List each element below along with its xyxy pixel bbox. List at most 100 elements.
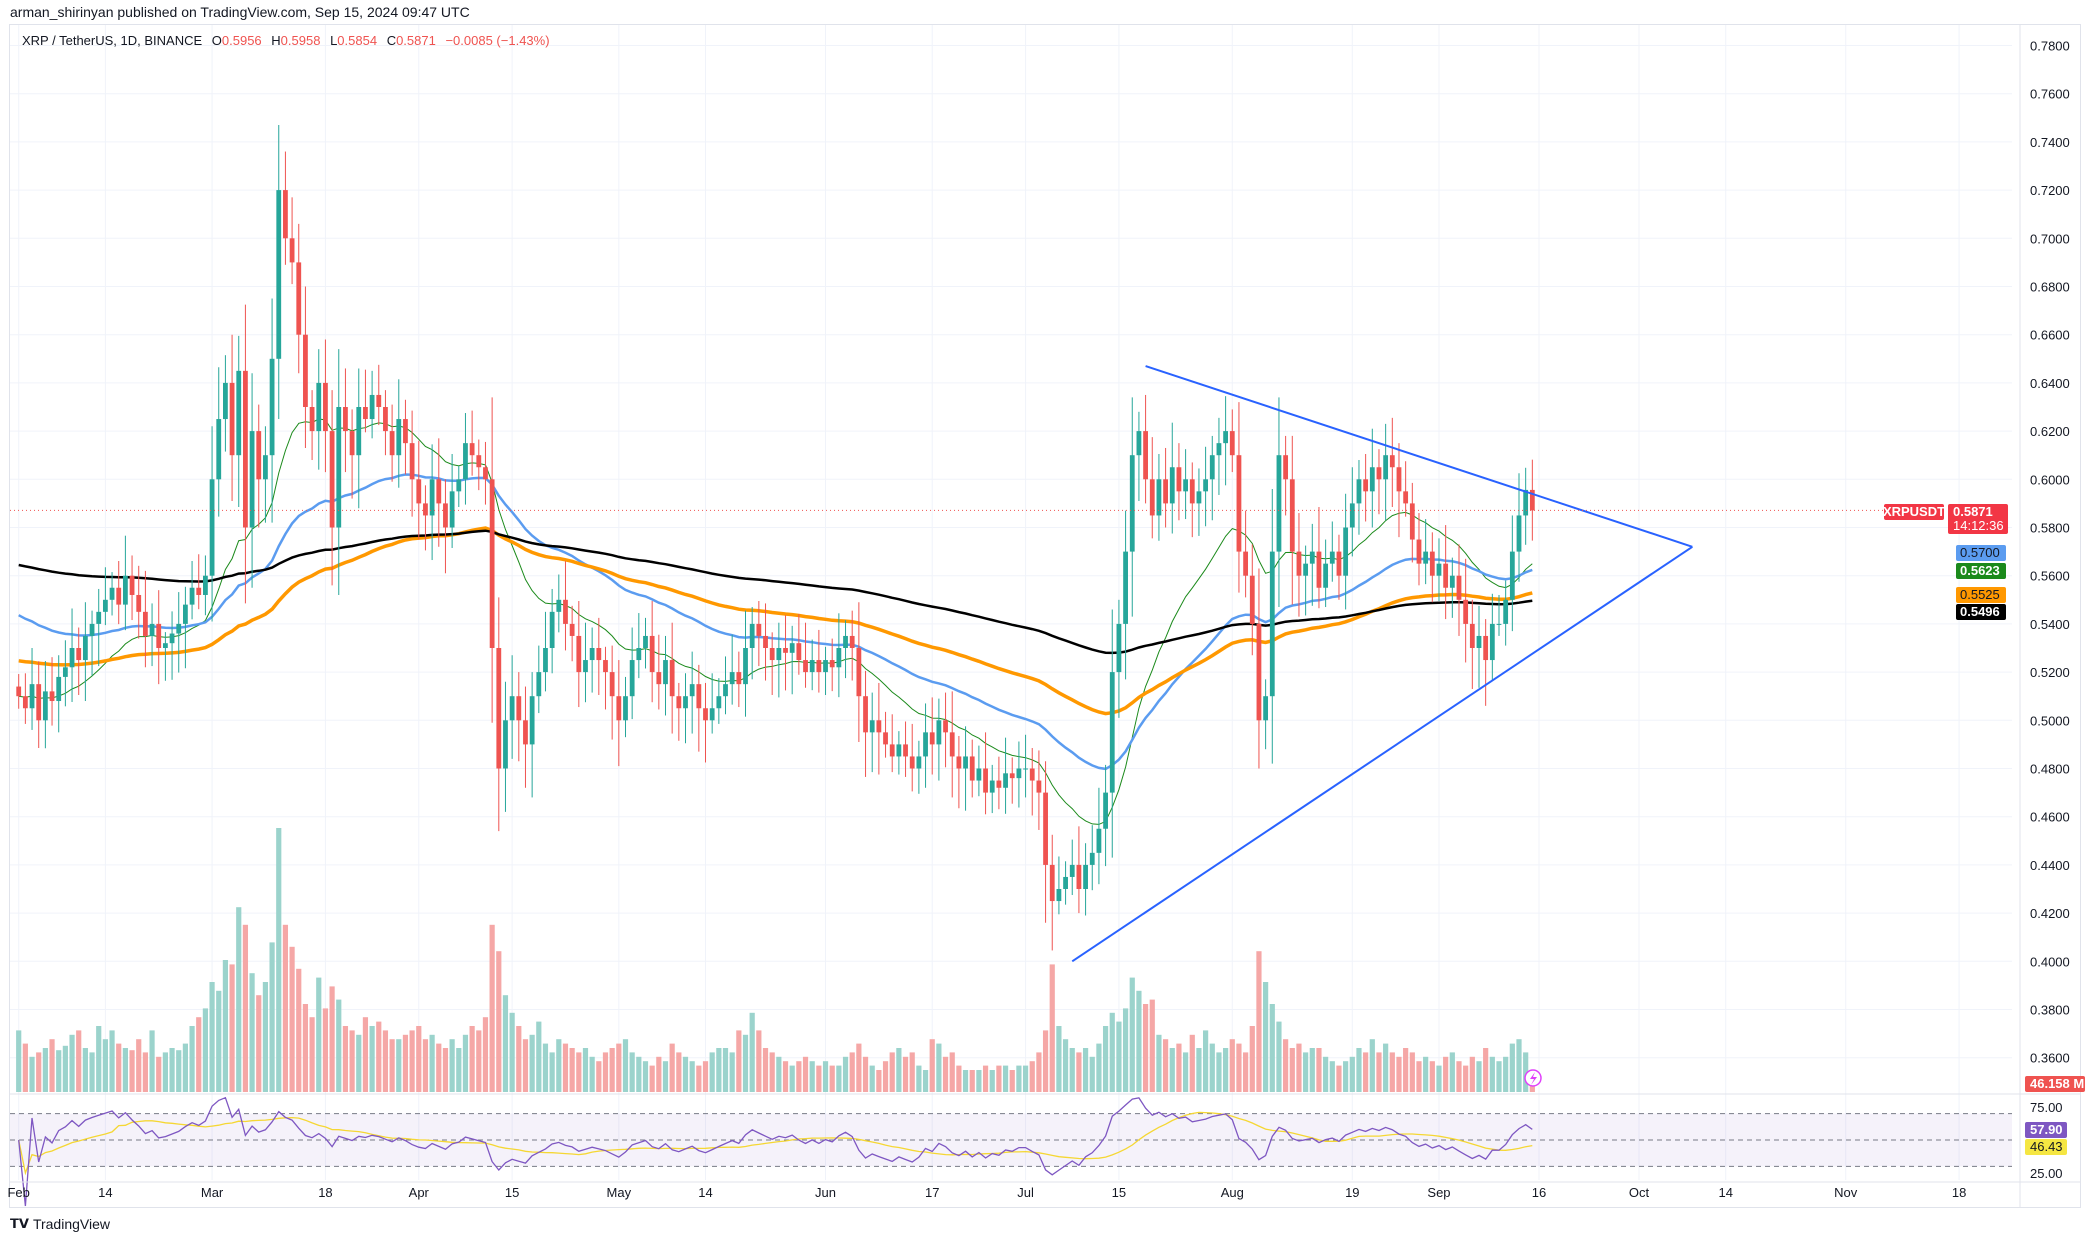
change-value: −0.0085 (−1.43%) (445, 33, 549, 48)
volume-bar (842, 1056, 849, 1092)
volume-bar (1189, 1034, 1195, 1092)
candle (523, 720, 528, 745)
candle (1109, 672, 1115, 793)
candle (796, 643, 802, 661)
price-tick-label: 0.6600 (2030, 328, 2070, 343)
volume-bar (136, 1039, 142, 1092)
candle (1376, 467, 1382, 480)
volume-bar (622, 1039, 629, 1092)
candle (1463, 599, 1469, 624)
candle (803, 660, 808, 673)
candle (1443, 563, 1449, 588)
candle (102, 599, 108, 612)
volume-bar (896, 1048, 902, 1092)
volume-bar (789, 1065, 795, 1092)
volume-bar (889, 1052, 895, 1092)
volume-bar (809, 1061, 815, 1092)
candle (663, 660, 668, 685)
candle (496, 648, 502, 769)
volume-bar (1303, 1052, 1309, 1092)
volume-bar (1269, 1004, 1275, 1092)
candle (856, 648, 862, 697)
lightning-icon[interactable] (1524, 1069, 1542, 1087)
candle (823, 660, 828, 673)
volume-bar (829, 1065, 835, 1092)
candle (849, 635, 855, 648)
volume-bar (762, 1048, 769, 1092)
candle (1369, 467, 1375, 492)
ma50-badge: 0.5700 (1960, 545, 2000, 560)
price-tick-label: 0.4000 (2030, 954, 2070, 969)
candle (1063, 876, 1068, 889)
candle (263, 455, 268, 480)
candle (1423, 551, 1429, 564)
volume-bar (1029, 1061, 1035, 1092)
volume-bar (822, 1061, 829, 1092)
candle (656, 672, 662, 685)
rsi-line (18, 1096, 1533, 1207)
candle (156, 623, 162, 648)
date-tick-label: Nov (1834, 1185, 1858, 1200)
candle (989, 780, 995, 793)
volume-bar (316, 977, 322, 1092)
volume-bar (982, 1065, 989, 1092)
chart-frame (9, 24, 2081, 1208)
candle (509, 696, 515, 721)
candle (56, 676, 62, 702)
candle (122, 575, 128, 605)
volume-bar (129, 1050, 135, 1092)
candle (1029, 768, 1035, 781)
volume-bar (722, 1048, 729, 1092)
candle (1129, 455, 1135, 552)
volume-bar (1216, 1052, 1222, 1092)
volume-bar (162, 1052, 168, 1092)
price-tick-label: 0.7600 (2030, 87, 2070, 102)
volume-bar (1276, 1021, 1282, 1092)
volume-bar (342, 1026, 349, 1092)
tradingview-logo[interactable]: 𝗧𝗩 TradingView (10, 1216, 110, 1232)
volume-bar (516, 1026, 522, 1092)
volume-bar (642, 1061, 649, 1092)
volume-bar (1256, 951, 1262, 1092)
candle (1209, 455, 1215, 480)
candle (589, 648, 595, 661)
last-price-badge-bg (1948, 504, 2008, 534)
volume-bar (1209, 1043, 1215, 1092)
ma100-badge: 0.5525 (1960, 587, 2000, 602)
candle (883, 732, 888, 745)
volume-bar (1443, 1056, 1449, 1092)
volume-bar (1476, 1061, 1482, 1092)
candle (983, 768, 988, 793)
volume-bar (1136, 990, 1142, 1092)
candle (1083, 864, 1088, 889)
volume-bar (156, 1056, 162, 1092)
volume-bar (1022, 1065, 1029, 1092)
date-tick-label: 19 (1345, 1185, 1359, 1200)
branding-text: TradingView (32, 1216, 110, 1232)
candle (363, 407, 368, 420)
volume-bar (442, 1048, 449, 1092)
volume-bar (742, 1034, 749, 1092)
volume-bar (609, 1048, 615, 1092)
candle (723, 684, 728, 697)
candle (676, 696, 682, 709)
volume-bar (349, 1030, 355, 1092)
price-tick-label: 0.6200 (2030, 424, 2070, 439)
volume-bar (76, 1030, 82, 1092)
candle (1149, 479, 1155, 516)
volume-bar (736, 1030, 742, 1092)
candle (383, 407, 388, 432)
volume-bar (1089, 1056, 1095, 1092)
volume-bar (482, 1017, 489, 1092)
volume-bar (282, 924, 289, 1092)
volume-bar (1122, 1008, 1129, 1092)
candle (876, 720, 882, 733)
volume-bar (409, 1030, 415, 1092)
volume-bar (1469, 1056, 1475, 1092)
volume-bar (1389, 1052, 1395, 1092)
candle (1009, 773, 1015, 779)
candle (1103, 792, 1108, 829)
candle (1236, 455, 1242, 552)
candle (456, 479, 462, 492)
